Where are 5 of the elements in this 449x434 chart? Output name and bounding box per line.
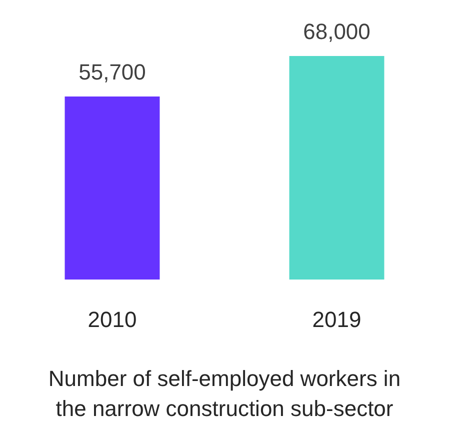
data-label: 68,000: [303, 19, 370, 44]
x-tick-label: 2019: [312, 306, 362, 332]
x-tick-label: 2010: [88, 306, 137, 332]
data-label: 55,700: [78, 60, 146, 85]
x-axis-title: Number of self-employed workers in the narrow construction sub-sector: [47, 365, 402, 423]
